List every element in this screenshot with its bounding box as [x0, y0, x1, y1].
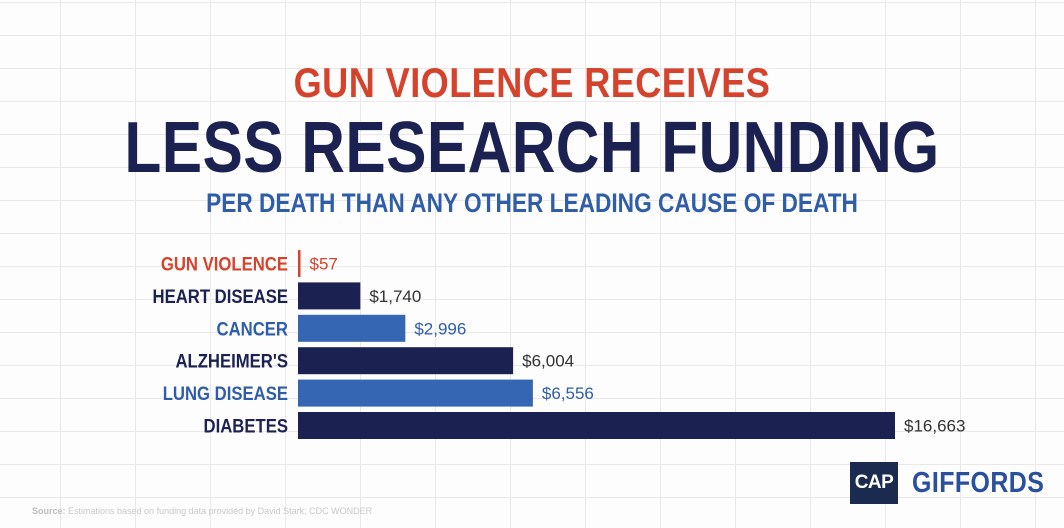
bar-alzheimer-s	[298, 347, 514, 375]
category-label-lung-disease: LUNG DISEASE	[163, 383, 288, 404]
source-text: Estimations based on funding data provid…	[65, 506, 373, 516]
bar-cancer	[298, 314, 406, 342]
category-label-diabetes: DIABETES	[204, 416, 289, 437]
category-label-cancer: CANCER	[217, 318, 289, 339]
value-label-gun-violence: $57	[310, 255, 338, 274]
value-label-heart-disease: $1,740	[369, 287, 421, 306]
value-label-diabetes: $16,663	[904, 417, 965, 436]
bar-gun-violence	[298, 250, 301, 277]
giffords-logo: GIFFORDS	[912, 467, 1045, 499]
value-label-alzheimer-s: $6,004	[522, 352, 574, 371]
value-label-cancer: $2,996	[414, 319, 466, 338]
value-label-lung-disease: $6,556	[542, 384, 594, 403]
source-label: Source:	[32, 506, 66, 516]
source-note: Source: Estimations based on funding dat…	[32, 506, 372, 516]
kicker-title: GUN VIOLENCE RECEIVES	[293, 59, 771, 106]
subheadline: PER DEATH THAN ANY OTHER LEADING CAUSE O…	[206, 188, 858, 218]
category-label-heart-disease: HEART DISEASE	[153, 286, 289, 307]
headline-title: LESS RESEARCH FUNDING	[124, 108, 940, 188]
bar-diabetes	[298, 412, 895, 439]
bar-lung-disease	[298, 379, 533, 407]
category-label-gun-violence: GUN VIOLENCE	[161, 254, 288, 275]
category-label-alzheimer-s: ALZHEIMER'S	[175, 351, 288, 372]
bar-heart-disease	[298, 282, 361, 310]
cap-logo: CAP	[850, 462, 898, 504]
